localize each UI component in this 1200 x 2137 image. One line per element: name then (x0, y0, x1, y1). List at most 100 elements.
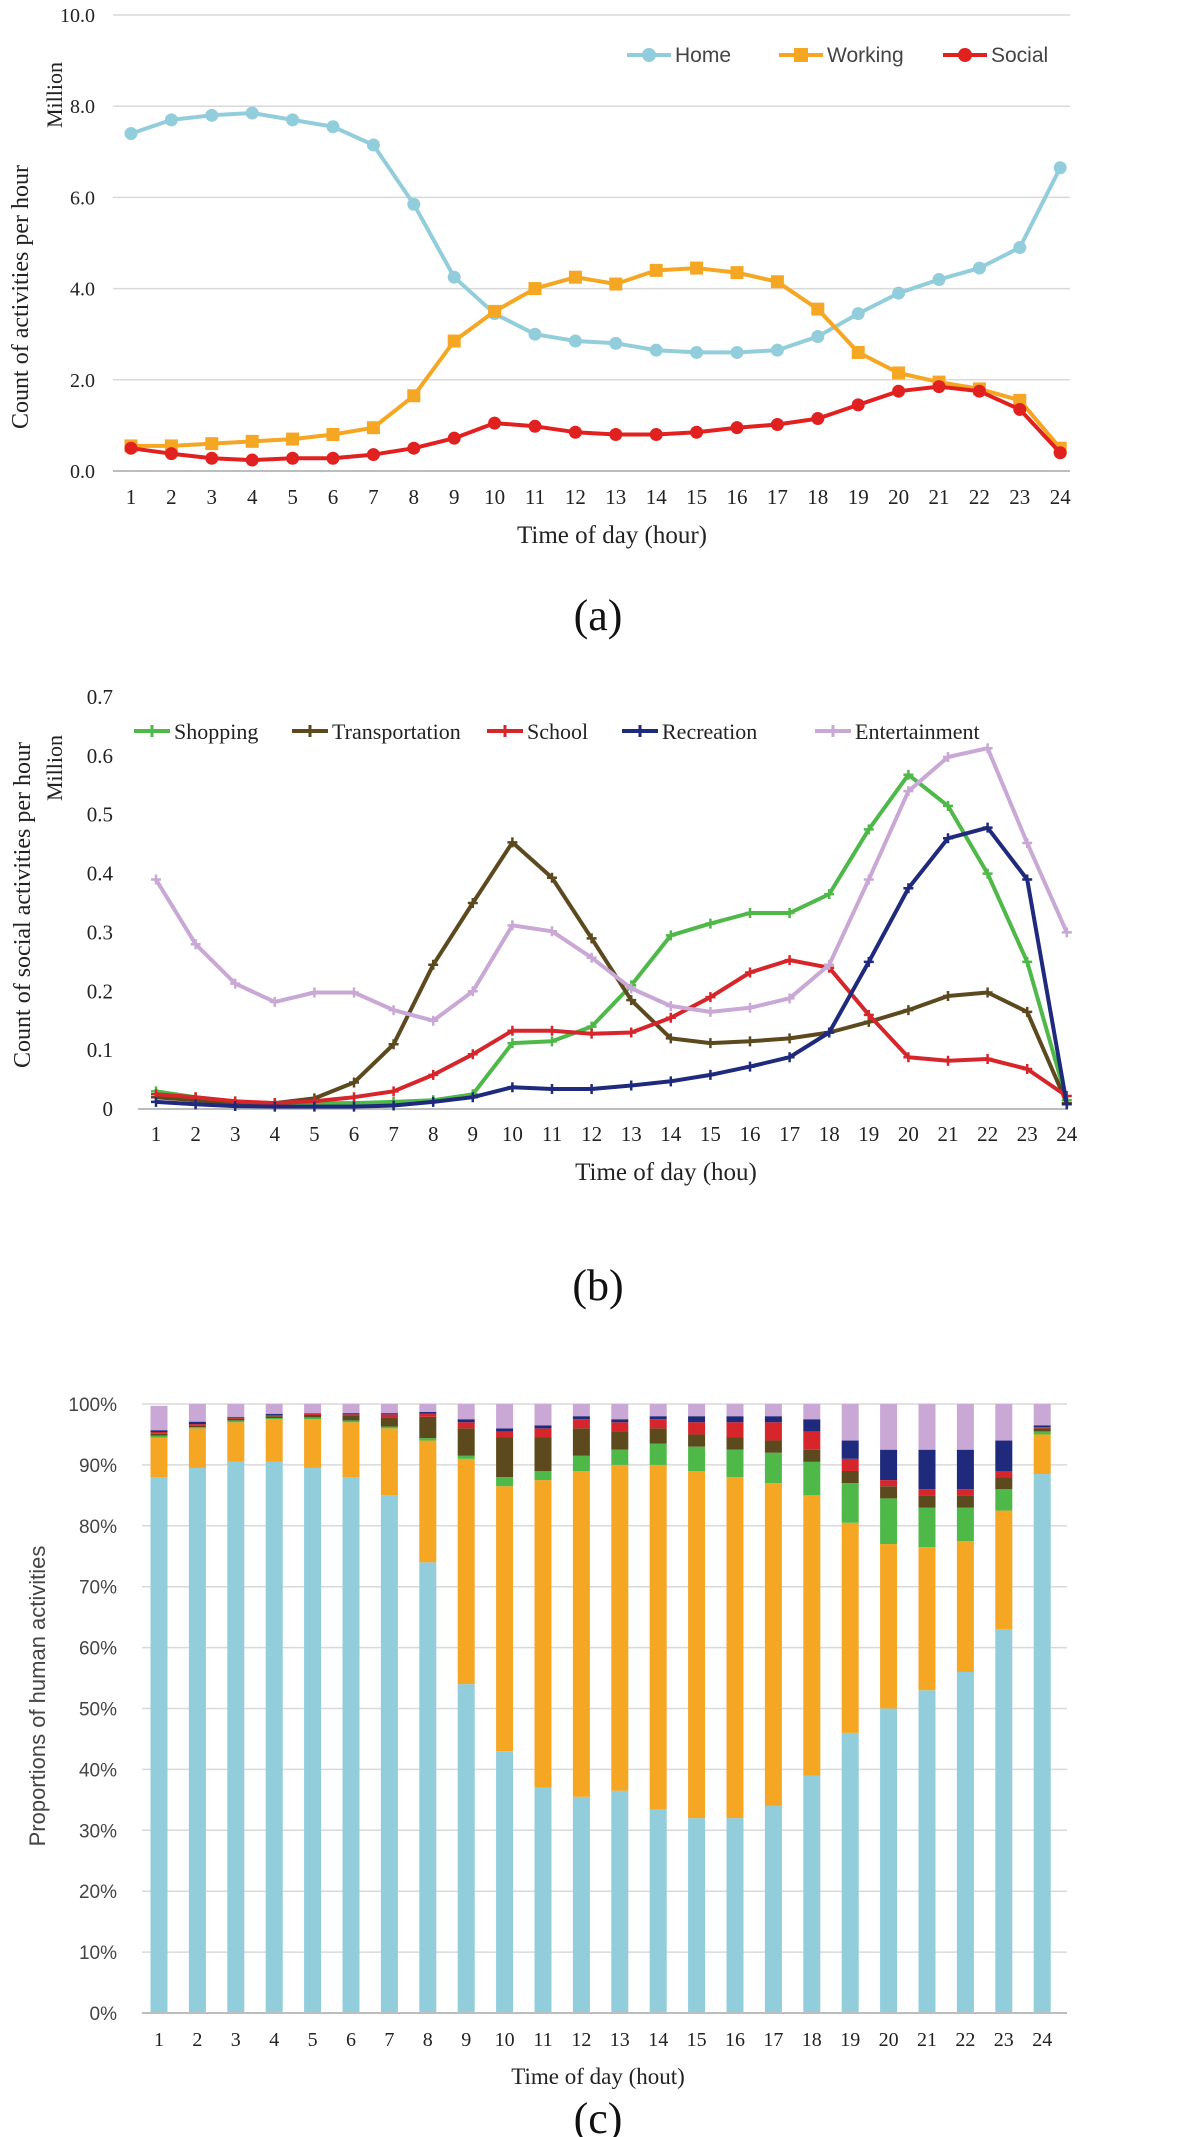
a-point-social (851, 398, 865, 412)
b-point-entertainment (1061, 927, 1072, 938)
c-bar-segment (611, 1431, 629, 1450)
a-point-working (609, 277, 623, 291)
c-bar-segment (611, 1449, 629, 1465)
b-series-school (151, 955, 1072, 1109)
a-line-home (130, 111, 1062, 355)
c-x-tick: 1 (154, 2029, 164, 2051)
c-bar-segment (841, 1483, 859, 1523)
b-y-tick: 0.1 (87, 1038, 113, 1062)
c-bar-segment (534, 1787, 552, 2013)
a-point-social (1013, 402, 1027, 416)
b-point-recreation (507, 1082, 518, 1093)
b-point-school (507, 1025, 518, 1036)
c-bar-segment (918, 1690, 936, 2013)
b-point-transportation (586, 933, 597, 944)
b-point-entertainment (309, 987, 320, 998)
c-bar-segment (419, 1413, 437, 1417)
c-bar-segment (688, 1434, 706, 1447)
b-point-entertainment (388, 1005, 399, 1016)
c-bar-segment (496, 1431, 514, 1438)
c-bar-segment (688, 1404, 706, 1417)
b-point-recreation (309, 1101, 320, 1112)
b-point-recreation (745, 1061, 755, 1072)
a-point-working (245, 434, 259, 448)
a-point-social (568, 425, 582, 439)
b-point-shopping (1022, 956, 1033, 967)
a-point-working (690, 261, 704, 275)
b-series-recreation (151, 822, 1072, 1112)
c-bar-segment (572, 1796, 590, 2013)
a-x-tick: 21 (929, 485, 950, 509)
b-point-school (626, 1027, 637, 1038)
c-bar-segment (880, 1708, 898, 2013)
a-x-tick: 3 (207, 485, 218, 509)
c-bar-segment (956, 1404, 974, 1450)
b-point-recreation (586, 1083, 597, 1094)
c-bar-segment (880, 1544, 898, 1709)
c-bar-segment (803, 1431, 821, 1450)
c-bar-segment (572, 1404, 590, 1417)
b-unit-label: Million (42, 735, 67, 801)
a-point-home (1053, 161, 1067, 175)
a-y-tick: 0.0 (70, 461, 95, 483)
b-x-tick: 3 (230, 1122, 241, 1146)
b-x-tick: 17 (779, 1122, 800, 1146)
a-x-tick: 19 (848, 485, 869, 509)
c-x-tick: 15 (687, 2029, 707, 2051)
b-y-tick: 0.5 (87, 803, 113, 827)
a-point-social (811, 412, 825, 426)
b-point-entertainment (349, 987, 359, 998)
c-bar-segment (880, 1498, 898, 1545)
a-point-working (811, 302, 825, 316)
c-bar-segment (457, 1419, 475, 1423)
a-point-social (892, 384, 906, 398)
a-legend: Home Working Social (627, 44, 1048, 67)
c-x-tick-labels: 1 2 3 4 5 6 7 8 9 10 11 12 13 14 15 16 17 18 19 20 21 22 23 24 (154, 2029, 1052, 2051)
c-x-tick: 24 (1032, 2029, 1052, 2051)
c-y-tick: 10% (79, 1943, 117, 1964)
c-bar-segment (188, 1421, 206, 1425)
a-x-tick: 14 (646, 485, 668, 509)
a-x-tick: 24 (1050, 485, 1072, 509)
a-grid (113, 14, 1070, 381)
b-y-tick: 0.6 (87, 744, 113, 768)
a-x-tick: 22 (969, 485, 990, 509)
c-bar-segment (188, 1467, 206, 2013)
b-point-entertainment (190, 939, 201, 950)
a-x-tick: 1 (126, 485, 137, 509)
c-bar-segment (995, 1629, 1013, 2013)
b-point-school (428, 1069, 439, 1080)
c-bar-segment (1033, 1434, 1051, 1475)
c-bar-segment (649, 1428, 667, 1444)
b-point-shopping (943, 800, 953, 811)
a-y-tick-labels: 0.0 2.0 4.0 6.0 8.0 10.0 (60, 5, 95, 483)
b-point-shopping (507, 1038, 518, 1049)
c-bar-segment (457, 1455, 475, 1459)
b-point-recreation (784, 1052, 795, 1063)
c-bar-segment (227, 1416, 245, 1418)
a-point-home (568, 334, 582, 348)
c-bar-segment (188, 1427, 206, 1429)
legend-label-transportation: Transportation (332, 719, 461, 744)
a-point-home (649, 343, 663, 357)
b-x-tick: 16 (740, 1122, 761, 1146)
b-point-recreation (626, 1080, 637, 1091)
a-point-social (326, 451, 340, 465)
c-bar-segment (688, 1422, 706, 1435)
a-point-social (770, 417, 784, 431)
b-point-school (982, 1053, 993, 1064)
a-series (124, 106, 1067, 467)
c-y-tick: 70% (79, 1578, 117, 1599)
b-point-entertainment (467, 986, 478, 997)
b-point-entertainment (151, 874, 161, 885)
b-point-entertainment (507, 920, 518, 931)
a-y-tick: 4.0 (70, 279, 95, 301)
c-x-tick: 16 (725, 2029, 745, 2051)
c-y-tick: 30% (79, 1821, 117, 1842)
a-point-social (205, 451, 219, 465)
b-x-tick: 4 (270, 1122, 281, 1146)
b-point-shopping (784, 908, 795, 919)
c-bar-segment (342, 1415, 360, 1421)
c-x-tick: 2 (192, 2029, 202, 2051)
legend-label-shopping: Shopping (174, 719, 258, 744)
